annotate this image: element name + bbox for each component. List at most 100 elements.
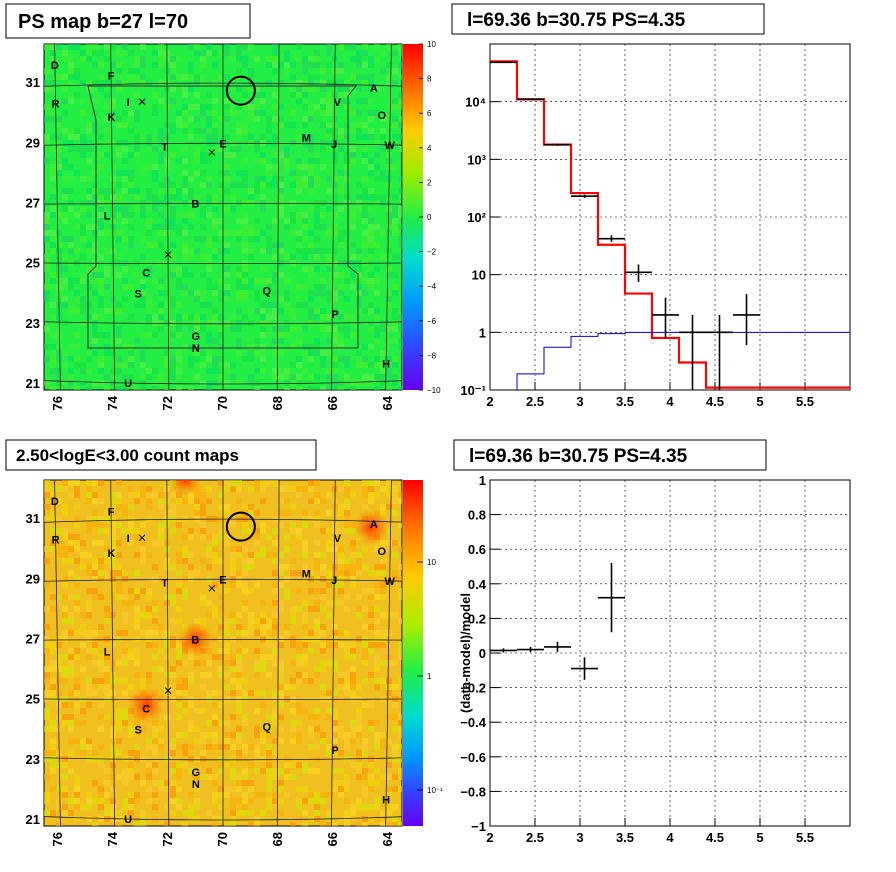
ps-pixel <box>242 296 248 302</box>
ps-pixel <box>314 74 320 80</box>
ps-pixel <box>266 128 272 134</box>
cm-pixel <box>332 720 338 726</box>
ps-pixel <box>200 104 206 110</box>
cm-pixel <box>152 654 158 660</box>
source-letter-C: C <box>142 267 150 279</box>
ps-pixel <box>326 350 332 356</box>
ps-pixel <box>338 344 344 350</box>
ps-pixel <box>278 62 284 68</box>
ps-pixel <box>320 356 326 362</box>
cm-pixel <box>86 486 92 492</box>
cm-pixel <box>206 612 212 618</box>
ps-pixel <box>116 194 122 200</box>
cm-pixel <box>362 804 368 810</box>
ps-pixel <box>272 338 278 344</box>
ps-pixel <box>338 128 344 134</box>
cm-pixel <box>50 768 56 774</box>
ps-pixel <box>362 242 368 248</box>
cm-pixel <box>344 594 350 600</box>
ps-pixel <box>116 326 122 332</box>
ps-pixel <box>218 170 224 176</box>
lat-tick-label: 29 <box>26 571 40 586</box>
ps-pixel <box>368 194 374 200</box>
cm-pixel <box>260 768 266 774</box>
cm-pixel <box>278 498 284 504</box>
cm-pixel <box>128 792 134 798</box>
cm-pixel <box>92 816 98 822</box>
ps-pixel <box>356 74 362 80</box>
ps-pixel <box>392 380 398 386</box>
ps-pixel <box>356 134 362 140</box>
cm-pixel <box>206 690 212 696</box>
ps-pixel <box>152 242 158 248</box>
ps-pixel <box>176 188 182 194</box>
cm-pixel <box>386 714 392 720</box>
cm-pixel <box>290 558 296 564</box>
cm-pixel <box>332 690 338 696</box>
ps-pixel <box>218 230 224 236</box>
ps-pixel <box>236 86 242 92</box>
ps-pixel <box>188 194 194 200</box>
ps-pixel <box>272 68 278 74</box>
ps-pixel <box>116 116 122 122</box>
cm-pixel <box>194 816 200 822</box>
ps-pixel <box>326 296 332 302</box>
cm-pixel <box>56 528 62 534</box>
cm-pixel <box>314 522 320 528</box>
ps-pixel <box>86 266 92 272</box>
ps-pixel <box>206 350 212 356</box>
cm-pixel <box>134 528 140 534</box>
ps-pixel <box>80 320 86 326</box>
cm-pixel <box>332 666 338 672</box>
cm-pixel <box>74 534 80 540</box>
cm-pixel <box>356 762 362 768</box>
cm-pixel <box>272 660 278 666</box>
ps-pixel <box>248 224 254 230</box>
longitude-line <box>110 44 115 390</box>
cm-pixel <box>44 666 50 672</box>
ps-pixel <box>146 164 152 170</box>
ps-pixel <box>158 302 164 308</box>
ps-pixel <box>44 254 50 260</box>
ps-pixel <box>242 170 248 176</box>
ps-pixel <box>104 56 110 62</box>
ps-pixel <box>350 332 356 338</box>
ps-pixel <box>374 224 380 230</box>
ps-pixel <box>218 218 224 224</box>
cm-pixel <box>362 606 368 612</box>
ps-pixel <box>326 50 332 56</box>
ps-pixel <box>356 284 362 290</box>
cm-pixel <box>308 678 314 684</box>
cm-pixel <box>356 558 362 564</box>
colorbar-tick-label: 2 <box>427 178 432 187</box>
ps-pixel <box>176 230 182 236</box>
ps-pixel <box>326 140 332 146</box>
ps-pixel <box>80 302 86 308</box>
ps-pixel <box>56 170 62 176</box>
ps-pixel <box>314 290 320 296</box>
ps-pixel <box>170 224 176 230</box>
cm-pixel <box>344 732 350 738</box>
cm-pixel <box>50 684 56 690</box>
ps-pixel <box>218 50 224 56</box>
ps-pixel <box>368 98 374 104</box>
ps-pixel <box>140 206 146 212</box>
cm-pixel <box>146 738 152 744</box>
ps-pixel <box>188 212 194 218</box>
cm-pixel <box>278 678 284 684</box>
ps-pixel <box>224 98 230 104</box>
ps-pixel <box>194 128 200 134</box>
ps-pixel <box>50 86 56 92</box>
ps-pixel <box>218 116 224 122</box>
ps-pixel <box>392 224 398 230</box>
cm-pixel <box>254 660 260 666</box>
ps-pixel <box>56 146 62 152</box>
ps-pixel <box>116 152 122 158</box>
cm-pixel <box>290 486 296 492</box>
cm-pixel <box>392 540 398 546</box>
cm-pixel <box>212 792 218 798</box>
cm-pixel <box>200 558 206 564</box>
ps-pixel <box>338 62 344 68</box>
lon-tick-label: 70 <box>215 396 230 410</box>
cm-pixel <box>284 534 290 540</box>
